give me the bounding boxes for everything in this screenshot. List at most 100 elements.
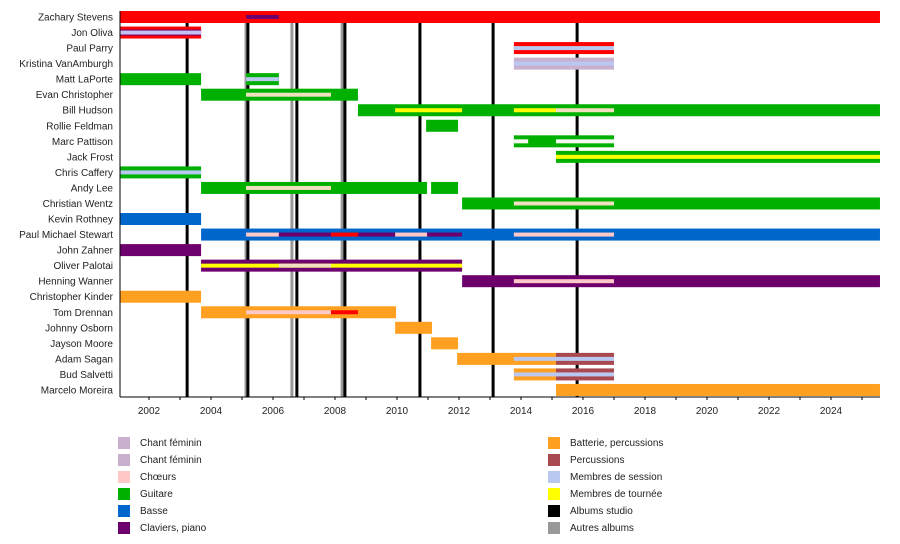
legend-label: Batterie, percussions bbox=[570, 437, 664, 449]
album-lines-group bbox=[185, 23, 579, 397]
member-label: Chris Caffery bbox=[55, 168, 113, 179]
member-label: Jayson Moore bbox=[50, 339, 113, 350]
band-timeline-chart: Zachary Stevens Jon Oliva Paul Parry Kristi… bbox=[19, 11, 880, 417]
legend-label: Autres albums bbox=[570, 522, 634, 534]
bar-tournee bbox=[556, 154, 880, 159]
bar-claviers bbox=[246, 15, 279, 19]
legend-swatch bbox=[118, 488, 130, 500]
x-tick-label: 2010 bbox=[386, 406, 409, 417]
bar-claviers bbox=[462, 275, 880, 288]
legend-swatch bbox=[548, 488, 560, 500]
member-label: Bill Hudson bbox=[62, 106, 113, 117]
member-label: Kevin Rothney bbox=[48, 215, 113, 226]
legend-item: Membres de tournée bbox=[548, 487, 662, 501]
member-label: John Zahner bbox=[57, 246, 114, 257]
member-labels-group: Zachary Stevens Jon Oliva Paul Parry Kristi… bbox=[19, 13, 114, 397]
bar-session bbox=[513, 356, 614, 361]
member-label: Christian Wentz bbox=[43, 199, 113, 210]
member-label: Paul Michael Stewart bbox=[19, 230, 113, 241]
bars-group bbox=[120, 11, 880, 396]
member-label: Jack Frost bbox=[67, 152, 113, 163]
x-tick-label: 2018 bbox=[634, 406, 657, 417]
legend-item: Percussions bbox=[548, 453, 624, 467]
bar-session bbox=[120, 170, 202, 175]
legend-label: Membres de session bbox=[570, 471, 663, 483]
bar-choeurs bbox=[395, 232, 428, 237]
bar-guitare bbox=[462, 197, 880, 210]
x-tick-label: 2022 bbox=[758, 406, 781, 417]
member-label: Adam Sagan bbox=[55, 354, 113, 365]
bar-session bbox=[513, 372, 614, 377]
album-line-studio bbox=[491, 23, 495, 397]
legend-item: Membres de session bbox=[548, 470, 662, 484]
bar-choeurs bbox=[513, 232, 614, 237]
bar-guitare bbox=[120, 73, 202, 86]
legend-swatch bbox=[548, 505, 560, 517]
bar-tournee bbox=[513, 108, 557, 113]
member-label: Evan Christopher bbox=[36, 90, 114, 101]
bar-claviers bbox=[120, 244, 202, 257]
legend-swatch bbox=[548, 437, 560, 449]
x-tick-label: 2006 bbox=[262, 406, 285, 417]
album-line-autres bbox=[290, 23, 294, 397]
bar-batterie bbox=[120, 290, 202, 303]
bar-choeurs bbox=[246, 232, 279, 237]
bar-session bbox=[246, 77, 279, 82]
bar-tournee bbox=[201, 263, 463, 268]
album-line-studio bbox=[418, 23, 422, 397]
member-label: Jon Oliva bbox=[71, 28, 113, 39]
bar-choeurs_beige bbox=[278, 263, 331, 268]
album-line-studio bbox=[575, 23, 579, 397]
bar-chant bbox=[330, 310, 358, 315]
member-label: Andy Lee bbox=[71, 183, 114, 194]
legend-label: Claviers, piano bbox=[140, 522, 207, 534]
legend-swatch bbox=[118, 454, 130, 466]
legend-item: Chant féminin bbox=[118, 436, 202, 450]
bar-choeurs_beige bbox=[246, 92, 331, 97]
bar-tournee bbox=[395, 108, 463, 113]
member-label: Johnny Osborn bbox=[45, 323, 113, 334]
member-label: Kristina VanAmburgh bbox=[19, 59, 113, 70]
bar-batterie bbox=[556, 383, 880, 396]
album-line-studio bbox=[246, 23, 250, 397]
x-tick-label: 2008 bbox=[324, 406, 347, 417]
bar-choeurs_beige bbox=[513, 201, 614, 206]
bar-guitare bbox=[431, 181, 459, 194]
legend-label: Percussions bbox=[570, 454, 625, 466]
x-tick-label: 2014 bbox=[510, 406, 533, 417]
legend-swatch bbox=[118, 522, 130, 534]
member-label: Marcelo Moreira bbox=[41, 385, 114, 396]
bar-choeurs bbox=[246, 310, 331, 315]
legend-label: Chant féminin bbox=[140, 454, 202, 466]
member-label: Bud Salvetti bbox=[60, 370, 113, 381]
album-line-studio bbox=[343, 23, 347, 397]
legend-item: Batterie, percussions bbox=[548, 436, 663, 450]
member-label: Rollie Feldman bbox=[46, 121, 113, 132]
x-tick-label: 2020 bbox=[696, 406, 719, 417]
legend-swatch bbox=[118, 505, 130, 517]
member-label: Henning Wanner bbox=[38, 277, 113, 288]
member-label: Paul Parry bbox=[66, 44, 113, 55]
x-tick-label: 2002 bbox=[138, 406, 161, 417]
legend-item: Chœurs bbox=[118, 470, 176, 484]
bar-batterie bbox=[431, 337, 459, 350]
legend-item: Basse bbox=[118, 504, 168, 518]
bar-chant bbox=[330, 232, 358, 237]
legend-swatch bbox=[118, 471, 130, 483]
bar-chant_feminin_light bbox=[120, 30, 202, 35]
x-tick-label: 2024 bbox=[820, 406, 843, 417]
legend-item: Albums studio bbox=[548, 504, 633, 518]
member-label: Matt LaPorte bbox=[56, 75, 114, 86]
bar-choeurs_beige bbox=[246, 185, 331, 190]
legend-label: Chant féminin bbox=[140, 437, 202, 449]
legend-swatch bbox=[118, 437, 130, 449]
member-label: Marc Pattison bbox=[52, 137, 113, 148]
album-line-studio bbox=[185, 23, 189, 397]
x-tick-label: 2012 bbox=[448, 406, 471, 417]
legend-label: Albums studio bbox=[570, 505, 633, 517]
bar-basse bbox=[120, 213, 202, 226]
member-label: Zachary Stevens bbox=[38, 13, 113, 24]
legend-item: Autres albums bbox=[548, 521, 634, 535]
x-tick-label: 2004 bbox=[200, 406, 223, 417]
album-line-studio bbox=[295, 23, 299, 397]
